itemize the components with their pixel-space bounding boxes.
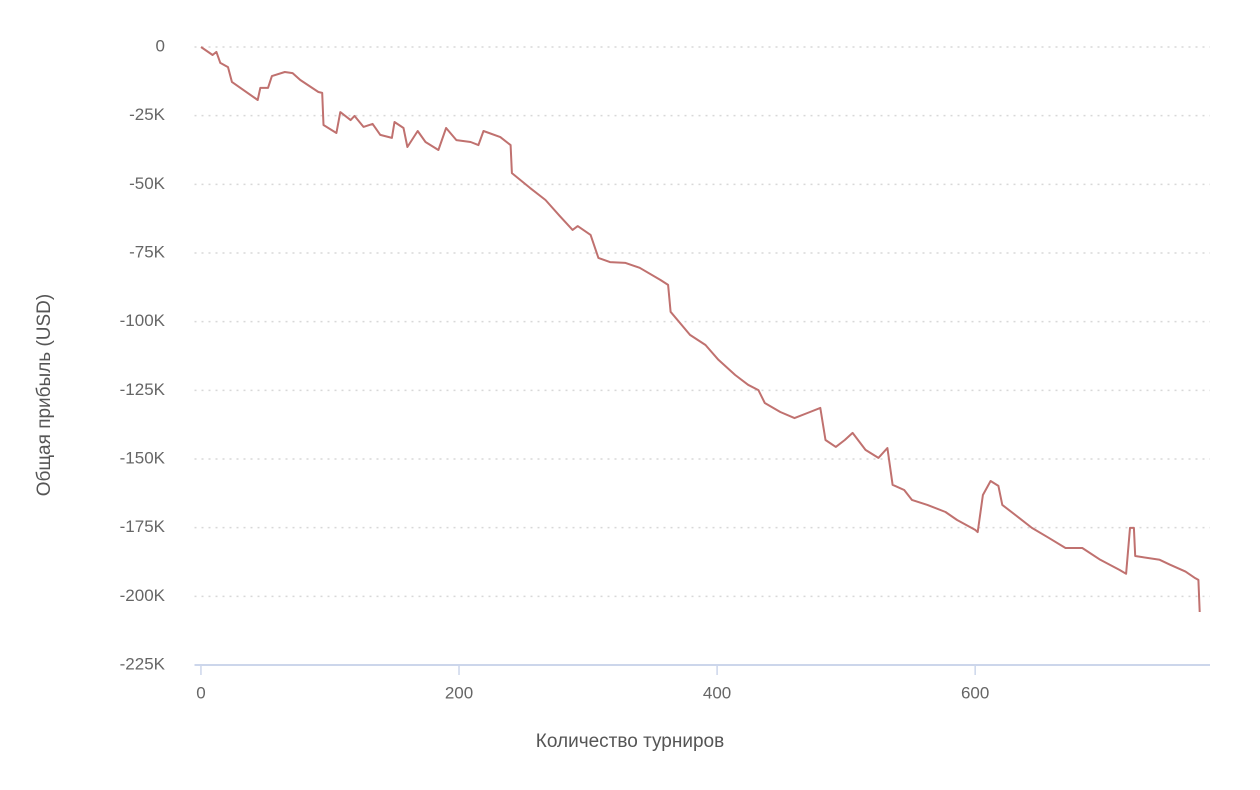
data-line xyxy=(200,46,1201,613)
x-axis-title: Количество турниров xyxy=(536,731,724,752)
y-tick-label: -50K xyxy=(129,174,166,193)
y-tick-label: -100K xyxy=(120,311,166,330)
x-tick-label: 400 xyxy=(703,683,731,702)
y-tick-label: 0 xyxy=(156,36,165,55)
x-tick-label: 200 xyxy=(445,683,473,702)
y-tick-label: -25K xyxy=(129,105,166,124)
y-tick-label: -75K xyxy=(129,242,166,261)
x-tick-label: 0 xyxy=(196,683,205,702)
y-tick-label: -225K xyxy=(120,654,166,673)
y-tick-label: -150K xyxy=(120,448,166,467)
y-tick-label: -175K xyxy=(120,517,166,536)
y-axis-title: Общая прибыль (USD) xyxy=(34,294,55,496)
x-tick-label: 600 xyxy=(961,683,989,702)
y-tick-label: -125K xyxy=(120,380,166,399)
y-tick-label: -200K xyxy=(120,586,166,605)
